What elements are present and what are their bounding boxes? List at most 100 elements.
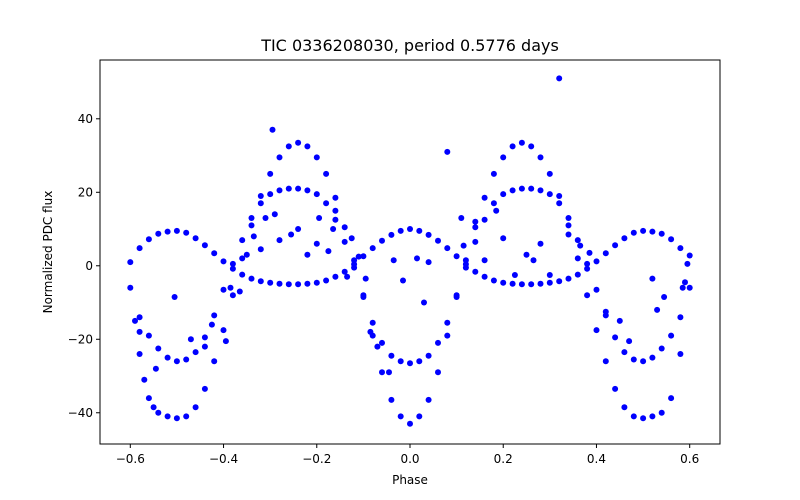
data-point <box>332 207 339 214</box>
data-point <box>537 280 544 287</box>
data-point <box>276 280 283 287</box>
data-point <box>649 228 656 235</box>
data-point <box>360 292 367 299</box>
data-point <box>379 237 385 244</box>
data-point <box>602 250 609 257</box>
data-point <box>537 154 544 161</box>
x-tick-label: −0.6 <box>116 452 145 466</box>
data-point <box>621 349 628 356</box>
data-point <box>416 413 423 420</box>
data-point <box>183 413 190 420</box>
data-point <box>472 238 479 245</box>
data-point <box>668 236 675 243</box>
data-point <box>684 260 691 267</box>
data-point <box>453 292 460 299</box>
data-point <box>397 358 404 365</box>
data-point <box>192 235 199 242</box>
data-point <box>183 229 190 236</box>
data-point <box>493 207 500 214</box>
data-point <box>668 395 675 402</box>
data-point <box>640 358 647 365</box>
data-point <box>127 259 134 266</box>
data-point <box>295 185 302 192</box>
x-axis-label: Phase <box>392 473 428 487</box>
y-axis: −40 −20 0 20 40 <box>68 112 100 420</box>
data-point <box>269 126 276 133</box>
data-point <box>444 148 451 155</box>
data-point <box>661 294 668 300</box>
data-point <box>425 231 432 238</box>
data-point <box>267 191 274 198</box>
data-point <box>584 292 591 299</box>
data-point <box>220 286 227 293</box>
data-point <box>528 185 535 192</box>
data-point <box>425 259 432 266</box>
data-point <box>173 227 180 234</box>
data-point <box>556 193 563 199</box>
data-point <box>295 281 302 288</box>
data-point <box>155 345 162 352</box>
data-point <box>229 265 236 272</box>
data-point <box>164 354 171 361</box>
data-point <box>565 222 572 229</box>
data-points <box>127 75 693 427</box>
data-point <box>425 396 432 403</box>
data-point <box>416 358 423 365</box>
data-point <box>556 200 563 207</box>
data-point <box>574 255 581 262</box>
data-point <box>208 321 215 328</box>
data-point <box>192 349 199 356</box>
data-point <box>630 356 637 363</box>
data-point <box>481 273 488 280</box>
data-point <box>546 191 553 198</box>
data-point <box>649 354 656 361</box>
data-point <box>136 314 143 321</box>
data-point <box>565 275 572 282</box>
data-point <box>388 396 395 403</box>
data-point <box>313 154 320 161</box>
data-point <box>616 317 623 324</box>
data-point <box>509 187 516 194</box>
data-point <box>222 338 229 345</box>
data-point <box>248 222 255 229</box>
data-point <box>262 215 269 221</box>
data-point <box>187 336 194 343</box>
data-point <box>546 279 553 286</box>
data-point <box>460 242 467 249</box>
data-point <box>586 249 593 256</box>
data-point <box>173 358 180 365</box>
data-point <box>621 235 628 242</box>
data-point <box>462 264 469 271</box>
data-point <box>257 246 264 253</box>
data-point <box>250 233 257 240</box>
data-point <box>537 187 544 194</box>
data-point <box>640 415 647 422</box>
data-point <box>640 227 647 234</box>
data-point <box>658 230 665 237</box>
data-point <box>388 352 395 359</box>
data-point <box>316 215 323 221</box>
data-point <box>453 253 460 260</box>
y-tick-label: 0 <box>85 259 93 273</box>
data-point <box>593 286 600 293</box>
data-point <box>668 332 675 339</box>
data-point <box>155 230 162 237</box>
data-point <box>360 253 367 260</box>
data-point <box>239 255 246 262</box>
data-point <box>374 343 381 350</box>
data-point <box>565 215 572 221</box>
data-point <box>602 308 609 315</box>
data-point <box>276 154 283 161</box>
data-point <box>220 327 227 334</box>
data-point <box>602 358 609 365</box>
data-point <box>313 191 320 198</box>
data-point <box>481 216 488 223</box>
data-point <box>435 369 441 376</box>
data-point <box>132 317 138 324</box>
data-point <box>369 319 376 326</box>
data-point <box>239 271 246 278</box>
data-point <box>593 258 600 265</box>
data-point <box>537 240 544 247</box>
data-point <box>325 248 332 255</box>
data-point <box>612 385 619 392</box>
